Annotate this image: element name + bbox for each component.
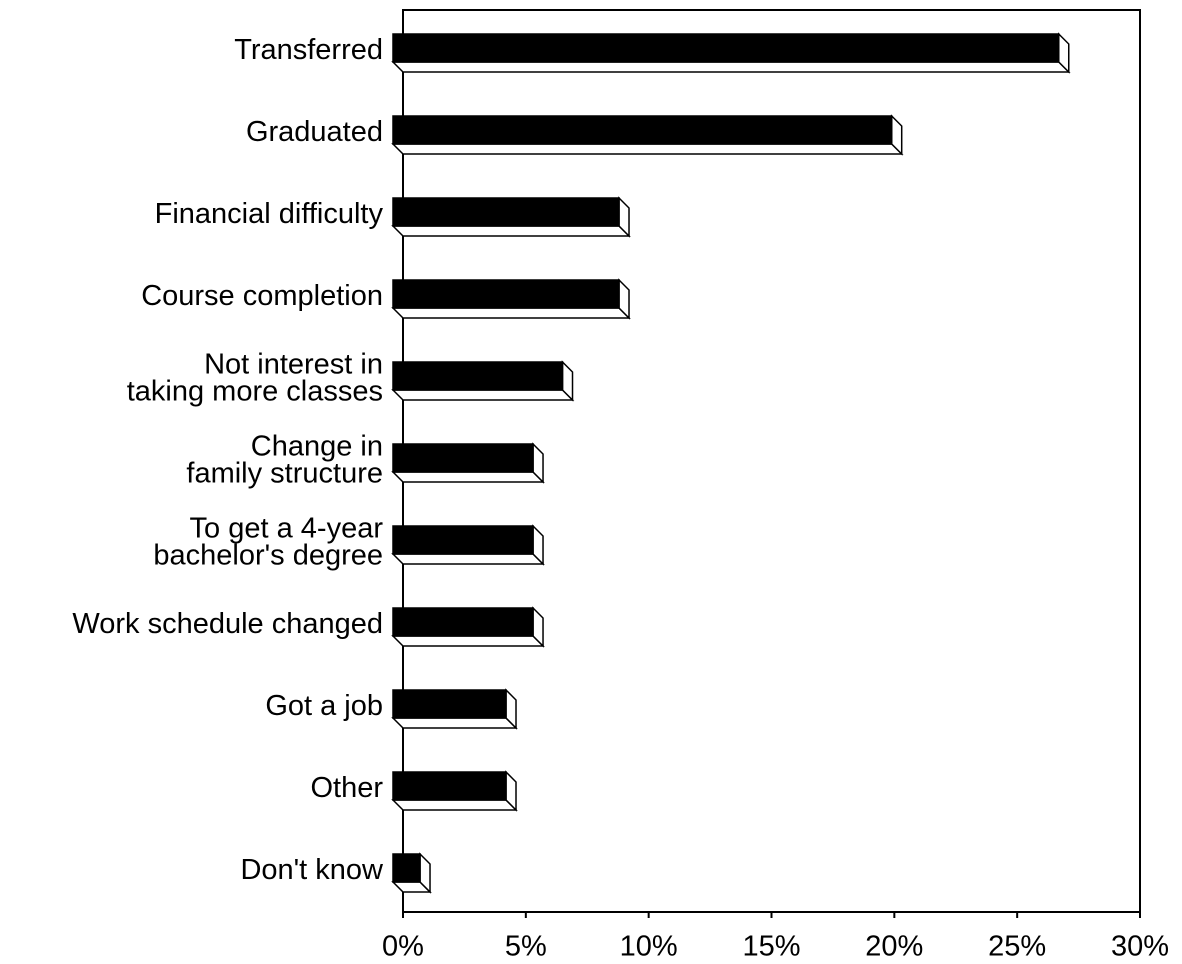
y-tick-label: Not interest in taking more classes xyxy=(127,348,383,407)
y-tick-label: Don't know xyxy=(240,854,384,886)
x-tick-label: 5% xyxy=(505,931,547,963)
bar-bottom xyxy=(391,553,545,565)
bar xyxy=(391,196,631,238)
y-tick-label: Graduated xyxy=(246,116,383,148)
bar-bottom xyxy=(391,635,545,647)
bar xyxy=(391,114,904,156)
bar xyxy=(391,688,518,730)
bar-front xyxy=(392,853,421,883)
bar xyxy=(391,606,545,648)
bar-bottom xyxy=(391,471,545,483)
bar xyxy=(391,442,545,484)
bar xyxy=(391,770,518,812)
bar-bottom xyxy=(391,717,518,729)
y-tick-label: Got a job xyxy=(265,690,383,722)
bar-front xyxy=(392,607,534,637)
bar-bottom xyxy=(391,225,631,237)
bar xyxy=(391,278,631,320)
x-tick-label: 25% xyxy=(988,931,1046,963)
bar-front xyxy=(392,689,507,719)
bar-front xyxy=(392,771,507,801)
bar-front xyxy=(392,33,1060,63)
y-tick-label: Work schedule changed xyxy=(72,608,383,640)
x-tick-label: 15% xyxy=(742,931,800,963)
bar-bottom xyxy=(391,143,904,155)
y-tick-label: Change in family structure xyxy=(186,430,383,489)
bar-front xyxy=(392,361,564,391)
bar xyxy=(391,360,575,402)
x-tick-label: 0% xyxy=(382,931,424,963)
bar-front xyxy=(392,197,620,227)
y-tick-label: Other xyxy=(310,772,383,804)
bar-front xyxy=(392,525,534,555)
bar-front xyxy=(392,115,893,145)
y-tick-label: Course completion xyxy=(141,280,383,312)
x-tick-label: 20% xyxy=(865,931,923,963)
x-tick-label: 30% xyxy=(1111,931,1169,963)
bar-bottom xyxy=(391,61,1071,73)
bar xyxy=(391,32,1071,74)
bar-bottom xyxy=(391,389,575,401)
bar xyxy=(391,524,545,566)
bar-front xyxy=(392,443,534,473)
bar-front xyxy=(392,279,620,309)
bar xyxy=(391,852,432,894)
bar-bottom xyxy=(391,799,518,811)
y-tick-label: Financial difficulty xyxy=(155,198,384,230)
y-tick-label: To get a 4-year bachelor's degree xyxy=(153,512,383,571)
x-tick-label: 10% xyxy=(620,931,678,963)
y-tick-label: Transferred xyxy=(234,34,383,66)
bar-bottom xyxy=(391,307,631,319)
